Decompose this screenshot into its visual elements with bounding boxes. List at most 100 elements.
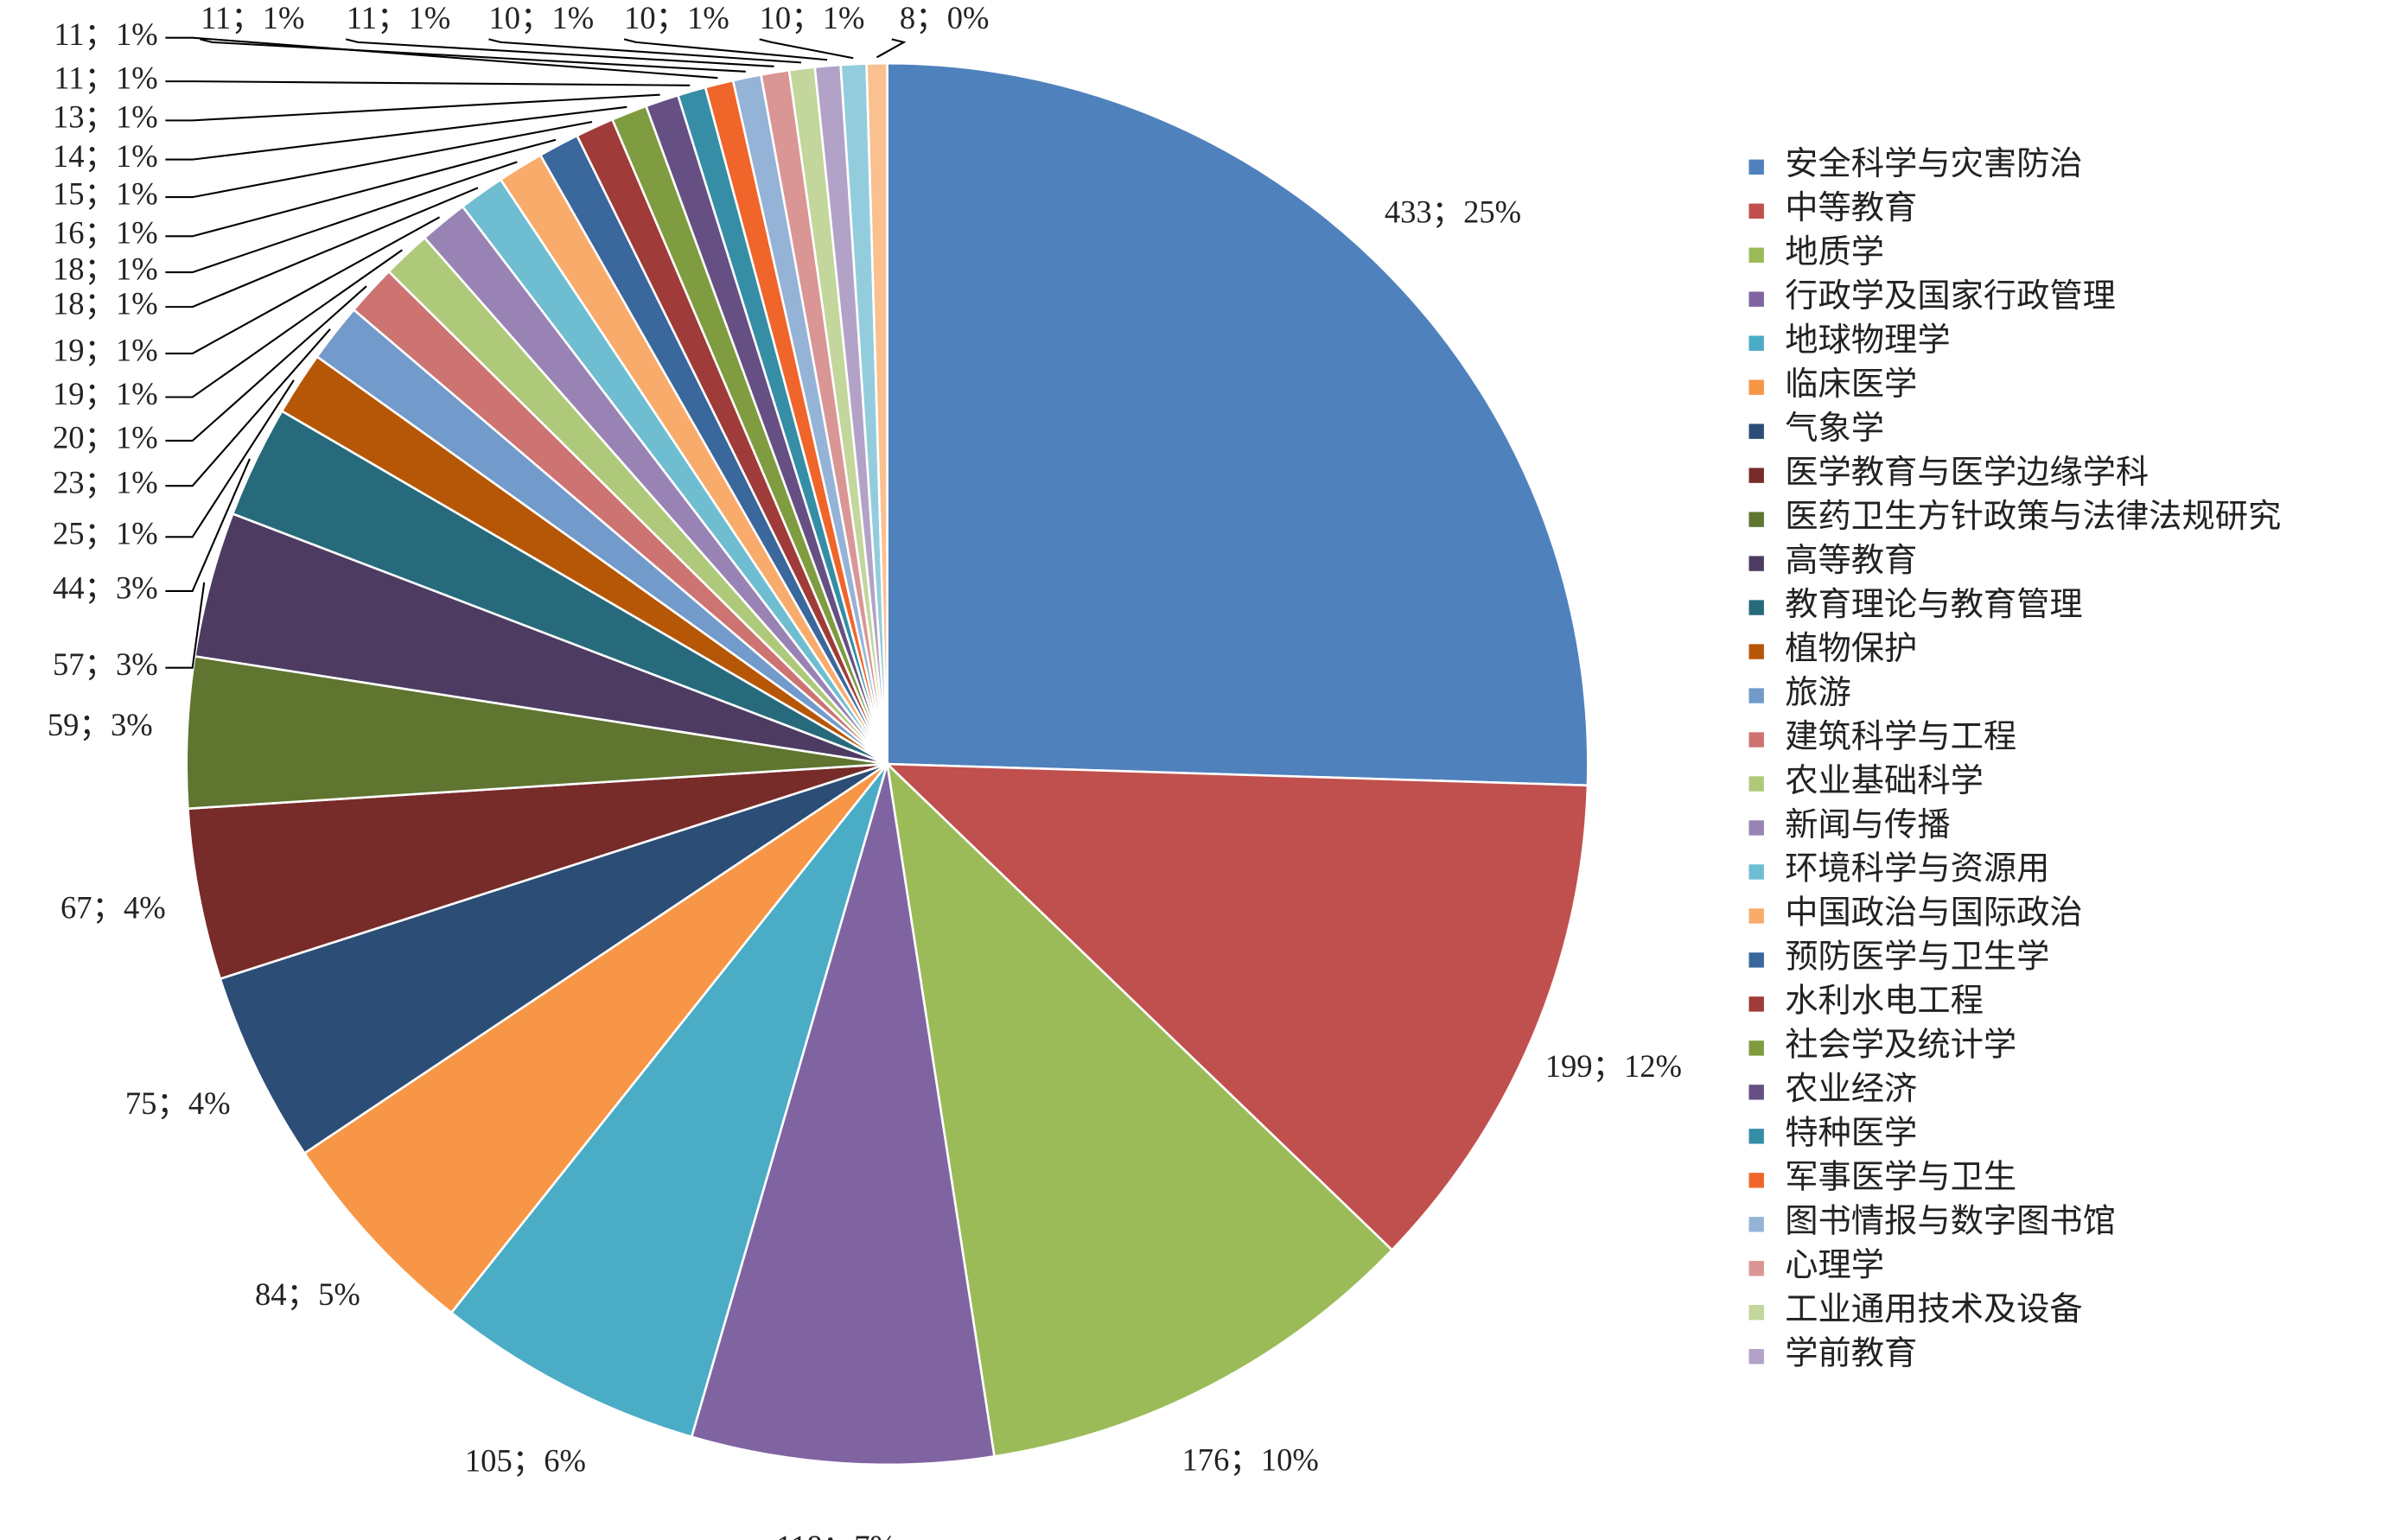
legend-swatch	[1748, 1305, 1764, 1320]
legend-label: 图书情报与数字图书馆	[1785, 1203, 2116, 1240]
legend-swatch	[1748, 1217, 1764, 1232]
data-label: 23；1%	[53, 465, 158, 500]
legend-swatch	[1748, 908, 1764, 924]
data-label: 59；3%	[48, 707, 153, 742]
data-label: 15；1%	[53, 175, 158, 211]
legend-label: 行政学及国家行政管理	[1785, 277, 2116, 315]
leader-line	[200, 38, 746, 73]
data-label: 67；4%	[61, 890, 166, 926]
legend-label: 高等教育	[1785, 542, 1917, 579]
leader-line	[165, 458, 251, 592]
data-label: 44；3%	[53, 570, 158, 605]
legend-label: 安全科学与灾害防治	[1785, 145, 2082, 182]
leader-line	[165, 93, 660, 122]
leader-line	[165, 161, 518, 274]
leader-line	[165, 216, 441, 355]
data-label: 84；5%	[255, 1276, 360, 1312]
legend-label: 工业通用技术及设备	[1785, 1291, 2082, 1328]
leader-line	[165, 379, 295, 538]
legend-label: 环境科学与资源用	[1785, 850, 2049, 888]
legend-swatch	[1748, 468, 1764, 483]
legend-swatch	[1748, 1349, 1764, 1365]
pie-slice	[865, 61, 888, 765]
data-label: 199；12%	[1545, 1048, 1682, 1084]
pie-slice	[449, 763, 888, 1439]
pie-slice	[690, 763, 996, 1467]
leader-line	[345, 38, 774, 67]
data-label: 57；3%	[53, 646, 158, 682]
legend-label: 植物保护	[1785, 630, 1917, 667]
legend-swatch	[1748, 1085, 1764, 1100]
leader-line	[623, 38, 828, 61]
legend-label: 地质学	[1785, 233, 1884, 270]
legend-swatch	[1748, 159, 1764, 175]
legend-swatch	[1748, 864, 1764, 880]
leader-line	[165, 582, 206, 669]
leader-line	[165, 120, 593, 199]
pie-slice	[886, 61, 1589, 787]
legend-label: 新闻与传播	[1785, 807, 1950, 843]
pie-slice	[303, 762, 888, 1314]
legend-swatch	[1748, 203, 1764, 219]
legend-swatch	[1748, 512, 1764, 527]
legend-label: 中国政治与国际政治	[1785, 895, 2082, 932]
leader-line	[165, 105, 627, 161]
legend-swatch	[1748, 1129, 1764, 1144]
data-label: 20；1%	[53, 419, 158, 455]
legend-label: 水利水电工程	[1785, 983, 1984, 1020]
data-label: 18；1%	[53, 286, 158, 321]
legend-label: 中等教育	[1785, 189, 1917, 226]
data-label: 18；1%	[53, 251, 158, 286]
legend-label: 预防医学与卫生学	[1785, 939, 2049, 976]
legend-label: 地球物理学	[1785, 321, 1950, 359]
leader-line	[876, 38, 907, 59]
data-label: 11；1%	[54, 16, 157, 52]
legend-swatch	[1748, 247, 1764, 263]
legend-label: 建筑科学与工程	[1785, 718, 2016, 755]
data-label: 13；1%	[53, 99, 158, 135]
data-label: 11；1%	[201, 0, 304, 35]
legend-label: 军事医学与卫生	[1785, 1159, 2016, 1196]
legend-swatch	[1748, 556, 1764, 571]
data-label: 19；1%	[53, 376, 158, 411]
data-label: 118；7%	[776, 1529, 896, 1540]
leader-line	[165, 285, 367, 442]
pie-slice	[885, 760, 1394, 1458]
legend-swatch	[1748, 600, 1764, 615]
legend-swatch	[1748, 688, 1764, 703]
leader-line	[165, 36, 718, 80]
legend-label: 特种医学	[1785, 1115, 1917, 1152]
legend-label: 临床医学	[1785, 366, 1917, 403]
data-label: 25；1%	[53, 516, 158, 551]
leader-line	[165, 80, 691, 86]
data-label: 75；4%	[125, 1085, 231, 1121]
pie-slice	[219, 762, 888, 1155]
legend-swatch	[1748, 335, 1764, 351]
legend-swatch	[1748, 996, 1764, 1012]
legend-label: 教育理论与教育管理	[1785, 586, 2082, 623]
legend-label: 医学教育与医学边缘学科	[1785, 454, 2149, 491]
data-label: 11；1%	[54, 60, 157, 96]
legend-label: 气象学	[1785, 410, 1884, 447]
data-label: 433；25%	[1385, 194, 1521, 230]
leader-line	[488, 38, 802, 64]
data-label: 176；10%	[1182, 1442, 1319, 1478]
legend-label: 农业经济	[1785, 1072, 1917, 1108]
leader-line	[759, 38, 854, 60]
data-label: 10；1%	[624, 0, 729, 35]
data-label: 8；0%	[900, 0, 989, 35]
leader-line	[165, 138, 557, 238]
data-label: 10；1%	[489, 0, 595, 35]
legend-swatch	[1748, 952, 1764, 968]
legend-swatch	[1748, 820, 1764, 836]
data-label: 10；1%	[760, 0, 865, 35]
legend-label: 学前教育	[1785, 1335, 1917, 1372]
legend-label: 农业基础科学	[1785, 762, 1984, 799]
legend-swatch	[1748, 644, 1764, 659]
leader-line	[165, 249, 403, 398]
legend-label: 医药卫生方针政策与法律法规研究	[1785, 498, 2281, 535]
legend-swatch	[1748, 291, 1764, 307]
legend-swatch	[1748, 1173, 1764, 1188]
